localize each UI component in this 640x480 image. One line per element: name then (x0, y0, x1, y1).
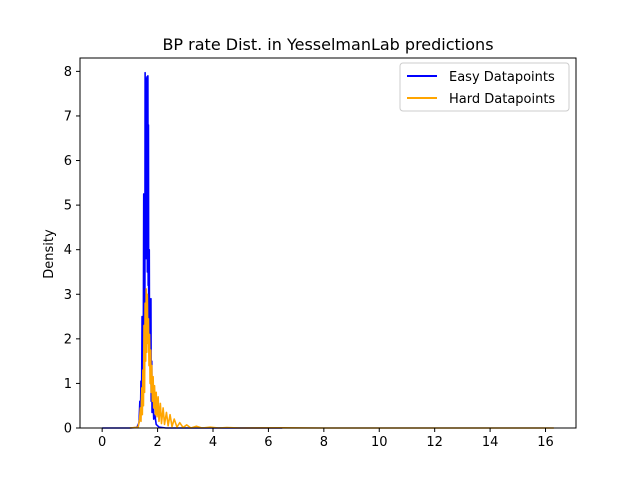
x-tick-label: 4 (209, 435, 217, 450)
chart-title: BP rate Dist. in YesselmanLab prediction… (162, 35, 493, 54)
y-axis-label: Density (42, 229, 57, 279)
y-tick-label: 1 (64, 377, 72, 392)
y-tick-label: 2 (64, 332, 72, 347)
series-line-hard (129, 288, 554, 429)
x-tick-label: 6 (264, 435, 272, 450)
plot-frame (79, 57, 577, 429)
legend-label-hard: Hard Datapoints (449, 92, 555, 107)
legend: Easy Datapoints Hard Datapoints (399, 62, 570, 112)
x-tick-label: 0 (98, 435, 106, 450)
y-tick-label: 4 (64, 243, 72, 258)
x-tick-label: 10 (371, 435, 388, 450)
y-tick-label: 3 (64, 288, 72, 303)
y-tick-label: 5 (64, 199, 72, 214)
series-layer (102, 71, 554, 429)
y-tick-label: 7 (64, 109, 72, 124)
x-tick-label: 14 (482, 435, 499, 450)
x-tick-label: 16 (537, 435, 554, 450)
legend-box (399, 62, 570, 112)
x-tick-label: 8 (320, 435, 328, 450)
legend-label-easy: Easy Datapoints (449, 70, 555, 85)
x-tick-label: 12 (426, 435, 443, 450)
x-tick-label: 2 (153, 435, 161, 450)
y-tick-label: 0 (64, 422, 72, 437)
y-tick-label: 6 (64, 154, 72, 169)
y-tick-label: 8 (64, 65, 72, 80)
